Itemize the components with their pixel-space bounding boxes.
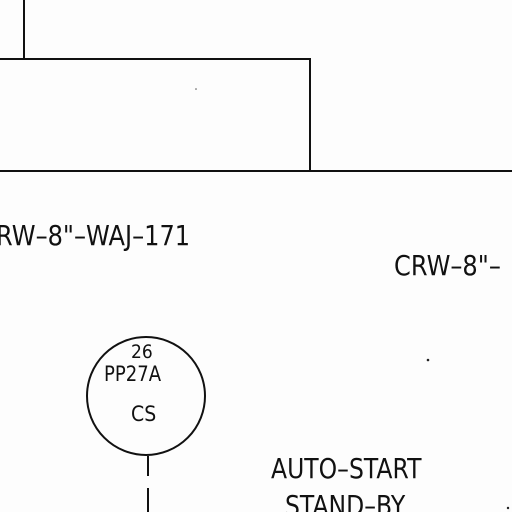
instrument-tag-number: 26 bbox=[131, 341, 153, 363]
instrument-function: CS bbox=[131, 402, 157, 426]
drawing-speck bbox=[506, 506, 510, 510]
note-auto-start: AUTO–START bbox=[271, 452, 422, 485]
pipe-line-label: RW–8"–WAJ–171 bbox=[0, 219, 191, 252]
instrument-tag-id: PP27A bbox=[104, 362, 162, 386]
note-stand-by: STAND–BY bbox=[285, 489, 406, 512]
equipment-box bbox=[0, 58, 311, 172]
instrument-bubble-icon bbox=[86, 336, 206, 456]
drawing-speck bbox=[195, 88, 197, 90]
pipe-line-label-2: CRW–8"– bbox=[394, 249, 501, 282]
drawing-speck bbox=[426, 358, 430, 362]
